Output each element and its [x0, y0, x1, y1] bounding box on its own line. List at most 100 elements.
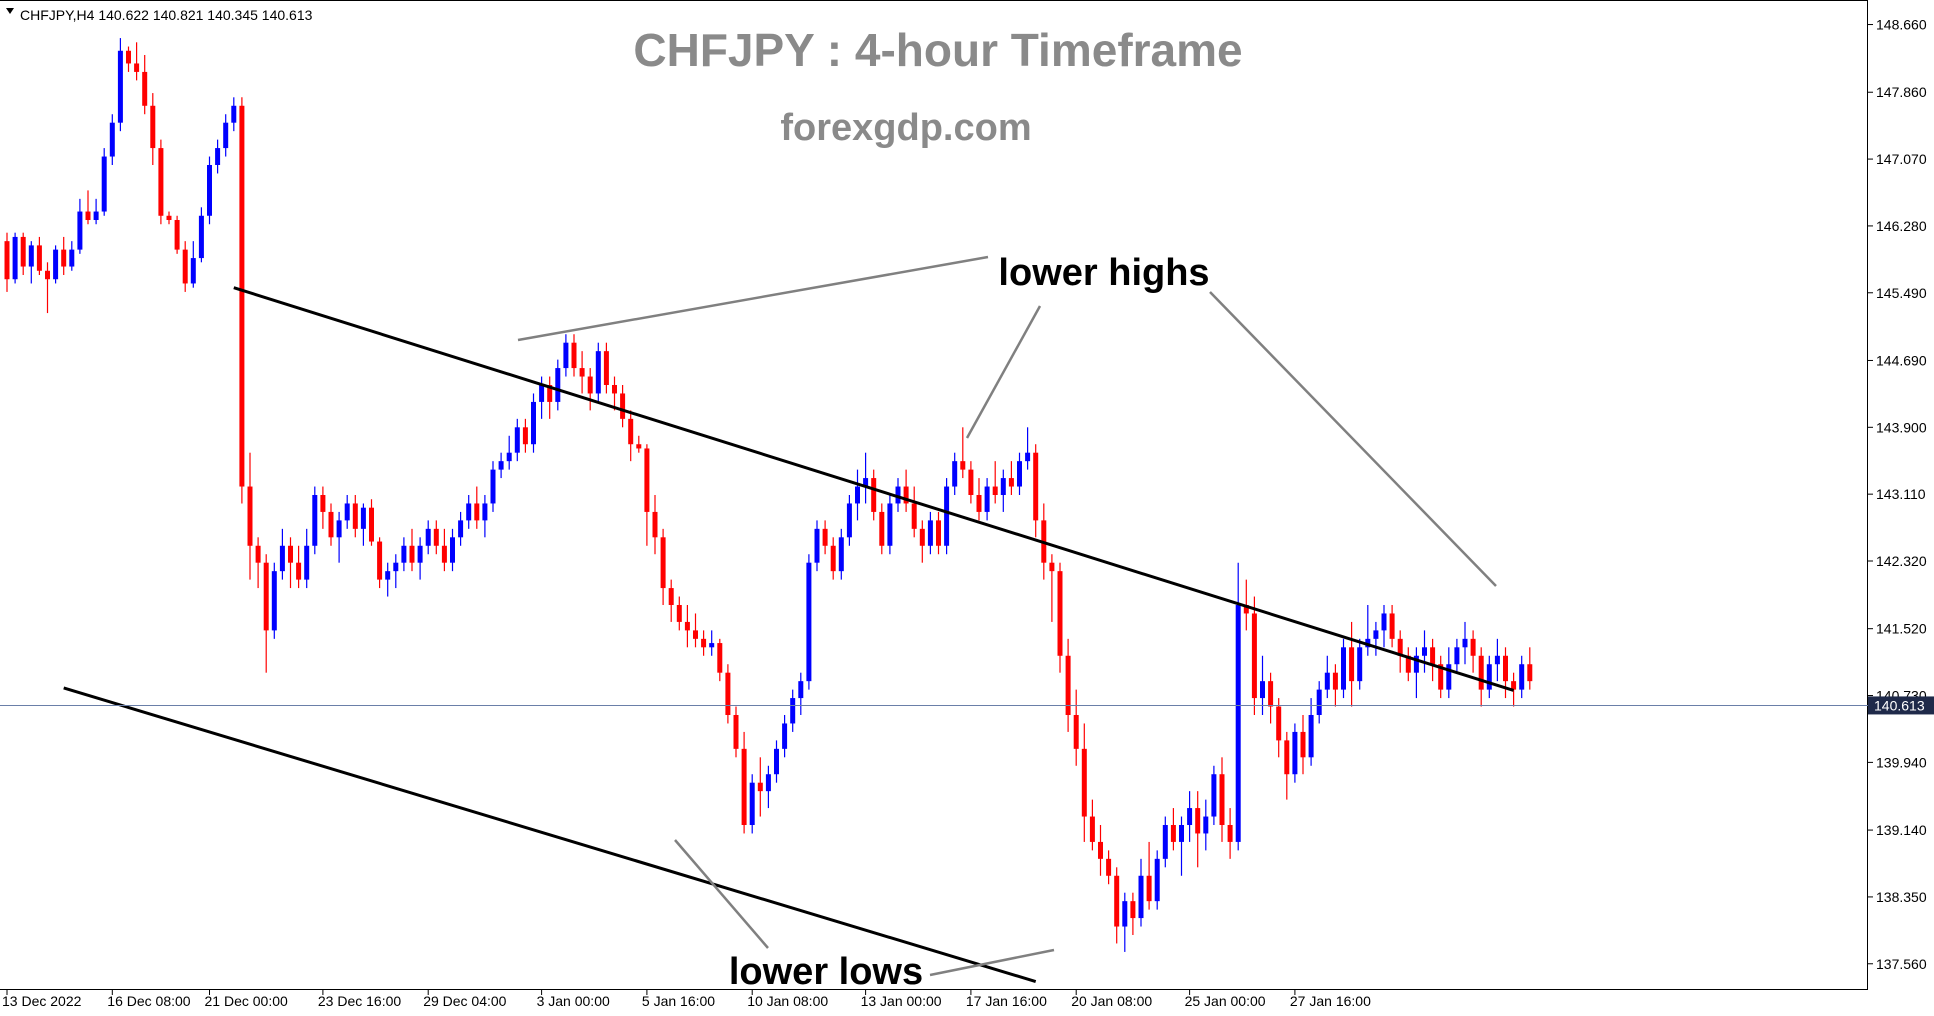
- triangle-down-icon[interactable]: [6, 8, 14, 14]
- candle: [911, 486, 917, 538]
- connector-line: [965, 305, 1042, 439]
- candle: [1284, 731, 1290, 800]
- candle-body: [1179, 825, 1184, 842]
- candle-body: [1381, 613, 1387, 631]
- candle: [458, 511, 464, 546]
- candle-body: [1033, 452, 1039, 521]
- candle-body: [498, 461, 504, 470]
- candle: [838, 528, 844, 580]
- candle-body: [360, 507, 366, 529]
- candle: [984, 478, 990, 521]
- candle: [85, 190, 91, 225]
- candle-body: [919, 528, 925, 546]
- candle: [1357, 638, 1363, 690]
- candle: [668, 579, 674, 622]
- chart-title: CHFJPY : 4-hour Timeframe: [633, 24, 1242, 76]
- time-tick-label: 17 Jan 16:00: [966, 993, 1047, 1009]
- candle-body: [1519, 664, 1525, 690]
- candle-body: [1081, 748, 1087, 817]
- candle-body: [409, 545, 415, 563]
- candle: [1008, 461, 1014, 495]
- candle: [182, 241, 188, 292]
- candle-body: [1008, 478, 1014, 487]
- candle: [936, 511, 941, 555]
- price-tick-label: 139.140: [1876, 822, 1927, 838]
- candle-body: [927, 520, 933, 546]
- candle: [1486, 655, 1492, 699]
- candle: [571, 334, 577, 377]
- candle: [288, 537, 293, 589]
- candle: [271, 562, 277, 639]
- candle-body: [1187, 808, 1193, 825]
- candle-body: [514, 427, 520, 453]
- price-tick-label: 138.350: [1876, 889, 1927, 905]
- candle-body: [474, 503, 480, 521]
- candle-body: [1316, 689, 1322, 715]
- candle: [1154, 850, 1160, 910]
- candle-body: [587, 376, 593, 394]
- candle: [1227, 808, 1233, 859]
- candle: [676, 596, 682, 631]
- candle-body: [1219, 774, 1225, 825]
- candle: [393, 554, 399, 589]
- candle: [28, 241, 34, 284]
- candle: [369, 499, 374, 546]
- candle-body: [36, 245, 42, 271]
- candle-body: [1130, 901, 1136, 919]
- candle: [1025, 427, 1031, 470]
- candle: [871, 469, 877, 521]
- candle-body: [636, 444, 642, 449]
- candle-body: [936, 520, 941, 546]
- candle: [409, 528, 415, 572]
- candle: [36, 236, 42, 275]
- candle-body: [352, 503, 358, 529]
- candle-body: [1332, 672, 1338, 690]
- candle-body: [1106, 858, 1112, 876]
- candle: [506, 435, 512, 470]
- candle: [952, 452, 958, 495]
- candle-body: [320, 495, 326, 512]
- time-tick-label: 13 Dec 2022: [2, 993, 82, 1009]
- candle: [531, 393, 536, 453]
- candle-body: [328, 511, 334, 538]
- candle: [919, 520, 925, 563]
- candle-body: [1413, 655, 1419, 673]
- candle-body: [1195, 808, 1201, 834]
- candle-body: [1073, 715, 1079, 749]
- candle: [1332, 664, 1338, 707]
- candle-body: [749, 782, 755, 825]
- candle: [1219, 757, 1225, 842]
- candle: [830, 537, 836, 580]
- candle-body: [1276, 706, 1282, 741]
- candle: [749, 774, 755, 834]
- candle: [612, 376, 617, 411]
- candle: [701, 630, 707, 656]
- candle-body: [522, 427, 528, 445]
- candle: [636, 435, 642, 453]
- candle-body: [984, 486, 990, 512]
- candle-body: [223, 122, 229, 149]
- candle: [1478, 647, 1484, 707]
- candle: [490, 461, 496, 512]
- candle-body: [207, 165, 212, 216]
- candle-body: [684, 621, 690, 631]
- candle-body: [1446, 664, 1452, 690]
- candle-body: [271, 571, 277, 631]
- candle: [174, 215, 180, 254]
- price-tick-label: 147.860: [1876, 84, 1927, 100]
- annotation-connectors: [517, 255, 1497, 977]
- candle: [69, 241, 75, 271]
- candle: [863, 452, 869, 504]
- candle-body: [846, 503, 852, 538]
- candle: [547, 376, 553, 419]
- connector-line: [1209, 291, 1497, 587]
- candle: [579, 351, 585, 394]
- candle-body: [717, 643, 723, 673]
- candle: [198, 207, 204, 263]
- candle-body: [1462, 638, 1468, 648]
- candle-body: [1251, 613, 1257, 699]
- candle-body: [158, 148, 164, 216]
- candle-body: [506, 452, 512, 462]
- candle: [774, 740, 779, 783]
